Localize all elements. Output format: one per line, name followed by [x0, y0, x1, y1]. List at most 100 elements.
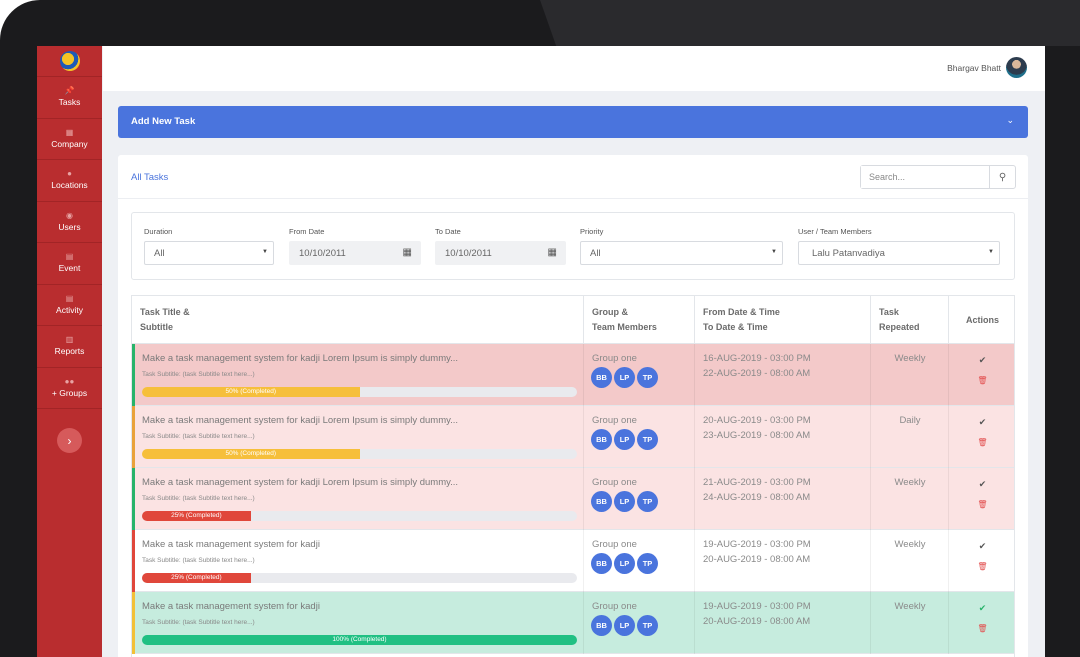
member-avatar[interactable]: TP [637, 367, 658, 388]
to-date-value: 10/10/2011 [445, 248, 492, 259]
team-members: BB LP TP [591, 367, 660, 388]
actions-cell: ✔ 🗑 [949, 344, 1014, 406]
task-title[interactable]: Make a task management system for kadji [142, 601, 320, 612]
priority-select[interactable]: All ▼ [580, 241, 783, 265]
member-avatar[interactable]: TP [637, 615, 658, 636]
tasks-table: Task Title & Subtitle Group & Team Membe… [131, 295, 1015, 657]
header-title-line1: Task Title & [140, 307, 190, 317]
task-cell: Make a task management system for kadji … [132, 344, 584, 406]
sidebar-item-event[interactable]: ▤ Event [37, 243, 102, 285]
calendar-icon: ▤ [65, 252, 74, 262]
repeated-cell: Weekly [871, 592, 949, 654]
sidebar-toggle-button[interactable]: › [57, 428, 82, 453]
trash-icon[interactable]: 🗑 [977, 562, 988, 571]
row-status-indicator [132, 530, 135, 592]
panel-title: All Tasks [131, 172, 169, 183]
table-row[interactable]: Make a task management system for kadji T… [132, 592, 1014, 654]
task-subtitle: Task Subtitle: (task Subtitle text here.… [142, 371, 255, 378]
group-name: Group one [592, 415, 637, 426]
member-avatar[interactable]: TP [637, 491, 658, 512]
check-icon[interactable]: ✔ [978, 541, 987, 551]
sidebar-item-label: + Groups [51, 387, 88, 398]
sidebar-item-tasks[interactable]: 📌 Tasks [37, 77, 102, 119]
from-date-input[interactable]: 10/10/2011 ▦ [289, 241, 421, 265]
search-input[interactable] [861, 166, 990, 188]
task-title[interactable]: Make a task management system for kadji … [142, 477, 459, 488]
task-title[interactable]: Make a task management system for kadji … [142, 415, 459, 426]
team-members: BB LP TP [591, 491, 660, 512]
users-icon: ●● [64, 376, 75, 386]
add-new-task-bar[interactable]: Add New Task ⌄ [118, 106, 1028, 138]
table-row[interactable]: Make a task management system for kadji T… [132, 530, 1014, 592]
header-actions: Actions [949, 296, 1014, 344]
actions-cell: ✔ 🗑 [949, 406, 1014, 468]
calendar-icon[interactable]: ▦ [547, 247, 557, 258]
check-icon[interactable]: ✔ [978, 603, 987, 613]
team-members: BB LP TP [591, 615, 660, 636]
member-avatar[interactable]: BB [591, 615, 612, 636]
task-title[interactable]: Make a task management system for kadji [142, 539, 320, 550]
member-avatar[interactable]: BB [591, 491, 612, 512]
group-cell: Group one BB LP TP [584, 344, 695, 406]
task-repeated: Weekly [894, 601, 926, 612]
member-avatar[interactable]: LP [614, 429, 635, 450]
check-icon[interactable]: ✔ [978, 355, 987, 365]
repeated-cell: Weekly [871, 344, 949, 406]
member-avatar[interactable]: LP [614, 553, 635, 574]
user-name[interactable]: Bhargav Bhatt [947, 63, 1001, 73]
actions-cell: ✔ 🗑 [949, 592, 1014, 654]
to-date-input[interactable]: 10/10/2011 ▦ [435, 241, 566, 265]
member-avatar[interactable]: LP [614, 367, 635, 388]
member-avatar[interactable]: BB [591, 429, 612, 450]
check-icon[interactable]: ✔ [978, 417, 987, 427]
trash-icon[interactable]: 🗑 [977, 438, 988, 447]
row-status-indicator [132, 344, 135, 406]
trash-icon[interactable]: 🗑 [977, 500, 988, 509]
member-avatar[interactable]: TP [637, 553, 658, 574]
dates-cell: 21-AUG-2019 - 03:00 PM 24-AUG-2019 - 08:0… [695, 468, 871, 530]
progress-bar: 50% (Completed) [142, 387, 577, 397]
member-avatar[interactable]: LP [614, 491, 635, 512]
header-dates: From Date & Time To Date & Time [695, 296, 871, 344]
sidebar-item-users[interactable]: ◉ Users [37, 202, 102, 243]
member-avatar[interactable]: TP [637, 429, 658, 450]
progress-fill: 50% (Completed) [142, 449, 360, 459]
progress-fill: 100% (Completed) [142, 635, 577, 645]
to-datetime: 20-AUG-2019 - 08:00 AM [703, 554, 811, 565]
from-date-filter: From Date 10/10/2011 ▦ [289, 227, 421, 265]
header-actions-label: Actions [965, 315, 999, 325]
trash-icon[interactable]: 🗑 [977, 624, 988, 633]
member-avatar[interactable]: BB [591, 553, 612, 574]
sidebar-item-locations[interactable]: ● Locations [37, 160, 102, 202]
progress-bar: 25% (Completed) [142, 573, 577, 583]
trash-icon[interactable]: 🗑 [977, 376, 988, 385]
user-avatar[interactable] [1006, 57, 1027, 78]
sidebar: 📌 Tasks ▦ Company ● Locations ◉ Users ▤ Event ▤ Act… [37, 46, 102, 657]
sidebar-item-label: Company [51, 138, 88, 149]
table-row[interactable]: Make a task management system for kadji … [132, 406, 1014, 468]
sidebar-item-label: Reports [54, 346, 85, 357]
sidebar-item-label: Event [58, 263, 81, 274]
header-group-line1: Group & [592, 307, 628, 317]
to-datetime: 22-AUG-2019 - 08:00 AM [703, 368, 811, 379]
members-select[interactable]: Lalu Patanvadiya ▼ [798, 241, 1000, 265]
chevron-down-icon[interactable]: ⌄ [1006, 115, 1014, 125]
sidebar-item-reports[interactable]: ▥ Reports [37, 326, 102, 368]
sidebar-item-label: Locations [51, 180, 88, 191]
sidebar-item-company[interactable]: ▦ Company [37, 119, 102, 160]
table-row[interactable]: Make a task management system for kadji … [132, 468, 1014, 530]
sidebar-item-groups[interactable]: ●● + Groups [37, 368, 102, 409]
task-title[interactable]: Make a task management system for kadji … [142, 353, 459, 364]
sidebar-item-activity[interactable]: ▤ Activity [37, 285, 102, 326]
calendar-icon[interactable]: ▦ [402, 247, 412, 258]
duration-select[interactable]: All ▼ [144, 241, 274, 265]
member-avatar[interactable]: BB [591, 367, 612, 388]
search-icon[interactable]: ⚲ [998, 171, 1007, 183]
member-avatar[interactable]: LP [614, 615, 635, 636]
header-group: Group & Team Members [584, 296, 695, 344]
priority-value: All [590, 248, 601, 259]
check-icon[interactable]: ✔ [978, 479, 987, 489]
task-repeated: Daily [899, 415, 921, 426]
table-row[interactable]: Make a task management system for kadji … [132, 344, 1014, 406]
app-logo[interactable] [37, 46, 102, 77]
